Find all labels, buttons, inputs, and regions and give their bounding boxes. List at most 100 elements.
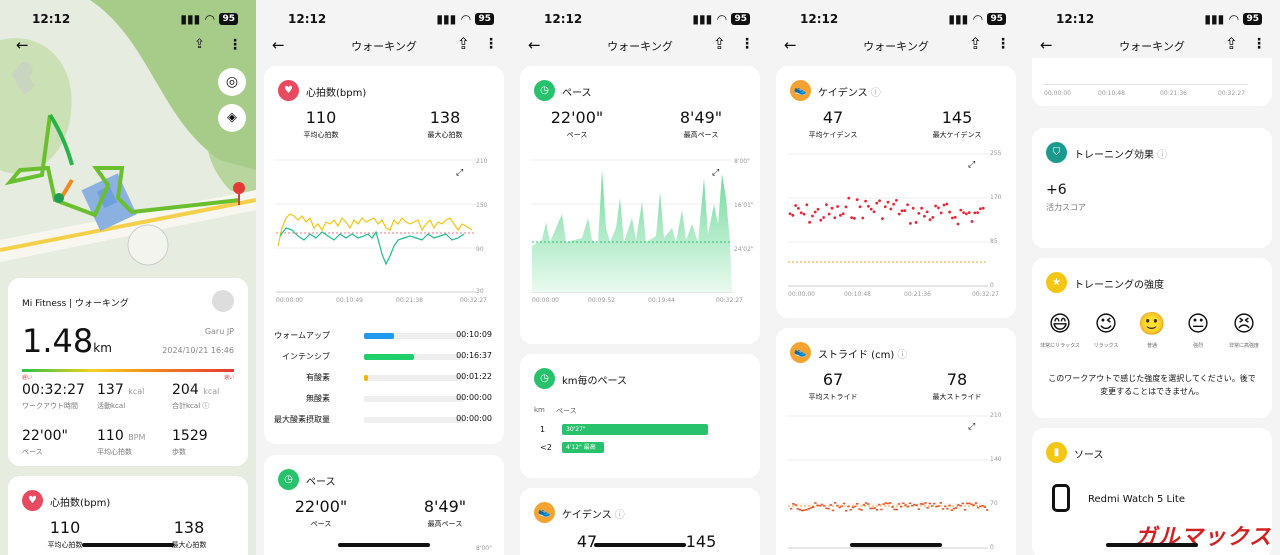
face-icon: 😣 — [1232, 312, 1256, 337]
y-tick: 150 — [476, 202, 488, 209]
face-icon: 😉 — [1094, 312, 1118, 337]
wifi-icon: ◠ — [1229, 12, 1239, 26]
share-icon[interactable]: ⇪ — [1224, 34, 1238, 53]
stride-point — [970, 503, 973, 506]
y-tick: 170 — [990, 194, 1002, 201]
summary-card: Mi Fitness | ウォーキング 1.48km Garu JP 2024/… — [8, 278, 248, 466]
avg-heart-rate: 110 平均心拍数 — [303, 108, 339, 139]
stride-point — [805, 508, 808, 511]
battery-icon: 95 — [1243, 13, 1262, 25]
expand-icon[interactable]: ⤢ — [456, 168, 464, 178]
heart-rate-chart[interactable]: 210 150 90 30 00:00:00 00:10:49 00:21:38… — [276, 158, 490, 304]
cadence-point — [928, 218, 932, 222]
cadence-point — [895, 198, 898, 202]
cadence-point — [953, 215, 957, 219]
expand-icon[interactable]: ⤢ — [712, 168, 720, 178]
stride-point — [928, 502, 931, 505]
info-icon[interactable]: ⓘ — [897, 350, 908, 361]
signal-icon: ▮▮▮ — [1204, 12, 1225, 26]
shield-icon: ⛉ — [1046, 142, 1067, 163]
intensity-option[interactable]: 😣 非常に高強度 — [1224, 312, 1264, 349]
workout-date: 2024/10/21 16:46 — [162, 346, 234, 355]
more-icon[interactable]: ⋮ — [740, 36, 754, 52]
more-icon[interactable]: ⋮ — [996, 36, 1010, 52]
stride-point — [878, 503, 881, 506]
stride-point — [891, 506, 894, 508]
expand-icon[interactable]: ⤢ — [968, 160, 976, 170]
back-icon[interactable]: ← — [272, 36, 285, 54]
share-icon[interactable]: ⇪ — [194, 37, 205, 52]
y-tick: 0 — [990, 544, 994, 551]
zone-row: 無酸素 00:00:00 — [306, 393, 492, 403]
stride-point — [871, 507, 874, 510]
more-icon[interactable]: ⋮ — [1252, 36, 1266, 52]
intensity-note: このワークアウトで感じた強度を選択してください。後で変更することはできません。 — [1048, 374, 1256, 396]
cadence-point — [869, 207, 873, 211]
back-icon[interactable]: ← — [528, 36, 541, 54]
cadence-chart[interactable]: 255 170 85 0 00:00:00 00:10:48 00:21:36 … — [788, 150, 1002, 298]
home-indicator — [82, 543, 174, 547]
info-icon[interactable]: ⓘ — [870, 88, 881, 99]
share-icon[interactable]: ⇪ — [456, 34, 470, 53]
cadence-point — [883, 205, 887, 209]
back-icon[interactable]: ← — [16, 36, 29, 54]
stride-point — [796, 508, 799, 510]
share-icon[interactable]: ⇪ — [712, 34, 726, 53]
cadence-point — [861, 216, 865, 220]
zone-row: 最大酸素摂取量 00:00:00 — [274, 414, 492, 424]
home-indicator — [594, 543, 686, 547]
layers-button[interactable]: ◈ — [218, 104, 246, 132]
more-icon[interactable]: ⋮ — [228, 37, 242, 53]
card-title: ケイデンス ⓘ — [562, 510, 625, 521]
intensity-option[interactable]: 🙂 普通 — [1132, 312, 1172, 349]
info-icon[interactable]: ⓘ — [614, 510, 625, 521]
locate-button[interactable]: ◎ — [218, 68, 246, 96]
x-tick: 00:00:00 — [1044, 90, 1071, 97]
km-header: km — [534, 406, 545, 414]
stride-point — [930, 505, 934, 507]
stride-chart[interactable]: 210 140 70 0 ⤢ — [788, 412, 1002, 555]
stride-point — [875, 508, 879, 511]
intensity-option[interactable]: 😐 強烈 — [1178, 312, 1218, 349]
stride-point — [851, 506, 854, 509]
wifi-icon: ◠ — [461, 12, 471, 26]
y-tick: 85 — [990, 238, 998, 245]
max-heart-rate: 138 最大心拍数 — [427, 108, 463, 139]
stride-point — [807, 507, 810, 510]
pace-card: ◷ ペース 22'00" ペース 8'49" 最高ペース 8'00" — [264, 455, 504, 555]
status-time: 12:12 — [1056, 12, 1095, 26]
best-pace: 8'49" 最高ペース — [423, 497, 467, 528]
cadence-point — [900, 209, 904, 213]
cadence-point — [965, 212, 968, 216]
battery-icon: 95 — [731, 13, 750, 25]
more-icon[interactable]: ⋮ — [484, 36, 498, 52]
stride-point — [895, 508, 898, 511]
back-icon[interactable]: ← — [784, 36, 797, 54]
cadence-point — [906, 203, 909, 207]
heart-rate-line — [276, 159, 476, 293]
speed-fast-label: 速い — [223, 375, 234, 381]
info-icon[interactable]: ⓘ — [1157, 150, 1168, 161]
back-icon[interactable]: ← — [1040, 36, 1053, 54]
intensity-option[interactable]: 😄 非常にリラックス — [1040, 312, 1080, 349]
stride-point — [966, 502, 969, 505]
share-icon[interactable]: ⇪ — [968, 34, 982, 53]
signal-icon: ▮▮▮ — [692, 12, 713, 26]
cadence-point — [973, 211, 977, 215]
zone-row: インテンシブ 00:16:37 — [282, 351, 492, 361]
avatar[interactable] — [212, 290, 234, 312]
x-tick: 00:21:36 — [1160, 90, 1187, 97]
stride-point — [889, 502, 892, 504]
page-title: ウォーキング — [607, 40, 673, 53]
effect-panel: 12:12 ▮▮▮ ◠ 95 ← ウォーキング ⇪ ⋮ 00:00:00 00:10… — [1024, 0, 1280, 555]
status-icons: ▮▮▮ ◠ 95 — [1204, 12, 1262, 26]
intensity-option[interactable]: 😉 リラックス — [1086, 312, 1126, 349]
card-title: トレーニングの強度 — [1074, 280, 1164, 291]
cadence-point — [889, 207, 893, 211]
stride-point — [820, 503, 824, 506]
pace-chart[interactable]: 8'00" 16'01" 24'02" 00:00:00 00:09:52 00… — [532, 158, 754, 304]
x-tick: 00:21:36 — [904, 291, 931, 298]
expand-icon[interactable]: ⤢ — [968, 422, 976, 432]
cadence-point — [917, 211, 921, 215]
avg-cadence: 47 — [576, 532, 598, 551]
